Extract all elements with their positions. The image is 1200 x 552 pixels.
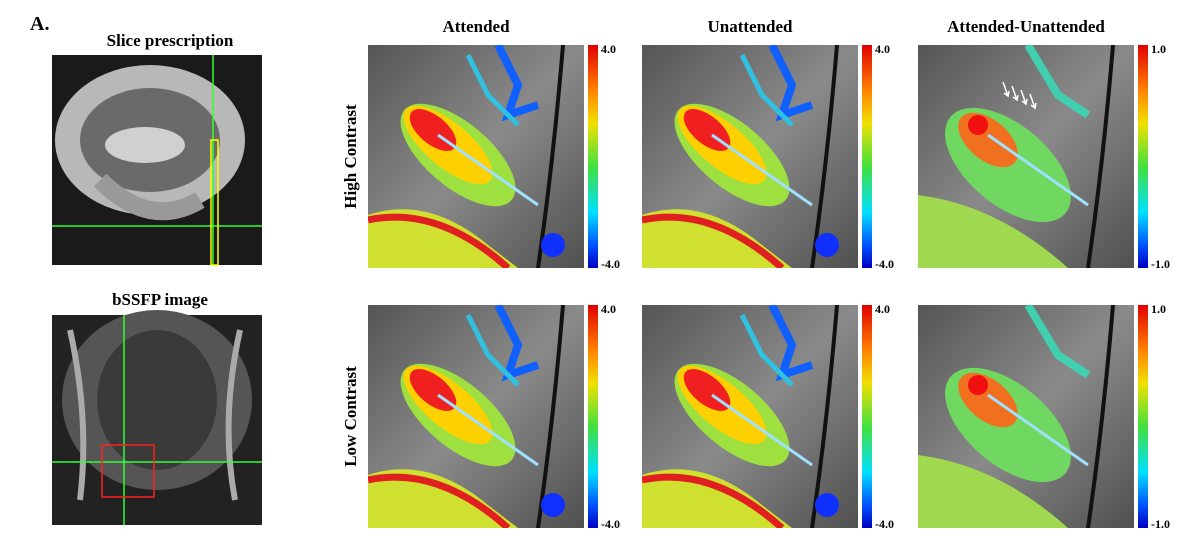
colorbar-max: 4.0	[601, 42, 616, 56]
image-title: bSSFP image	[112, 290, 208, 309]
colorbar-max: 1.0	[1151, 302, 1166, 316]
column-title: Unattended	[707, 17, 793, 36]
colorbar-max: 4.0	[875, 42, 890, 56]
arrow	[1029, 93, 1037, 110]
arrow	[1011, 85, 1019, 102]
colorbar-min: -4.0	[875, 517, 894, 531]
colorbar-min: -1.0	[1151, 257, 1170, 271]
row-label: Low Contrast	[341, 366, 360, 467]
colorbar	[588, 305, 598, 528]
colorbar-max: 4.0	[875, 302, 890, 316]
activation-map	[642, 45, 858, 268]
difference-map	[918, 305, 1134, 528]
colorbar-min: -4.0	[601, 257, 620, 271]
bssfp-image	[52, 310, 262, 525]
image-title: Slice prescription	[107, 31, 234, 50]
colorbar	[588, 45, 598, 268]
colorbar	[1138, 45, 1148, 268]
difference-map	[918, 45, 1134, 268]
arrow	[1020, 89, 1028, 106]
activation-map	[368, 45, 584, 268]
activation-map	[368, 305, 584, 528]
row-label: High Contrast	[341, 104, 360, 209]
colorbar	[862, 305, 872, 528]
colorbar	[1138, 305, 1148, 528]
colorbar-max: 4.0	[601, 302, 616, 316]
colorbar-min: -1.0	[1151, 517, 1170, 531]
colorbar-min: -4.0	[601, 517, 620, 531]
column-title: Attended	[442, 17, 510, 36]
figure-label: A.	[30, 13, 49, 35]
colorbar	[862, 45, 872, 268]
sagittal-image	[52, 55, 262, 266]
column-title: Attended-Unattended	[947, 17, 1105, 36]
activation-map	[642, 305, 858, 528]
colorbar-min: -4.0	[875, 257, 894, 271]
arrow	[1002, 81, 1010, 98]
colorbar-max: 1.0	[1151, 42, 1166, 56]
